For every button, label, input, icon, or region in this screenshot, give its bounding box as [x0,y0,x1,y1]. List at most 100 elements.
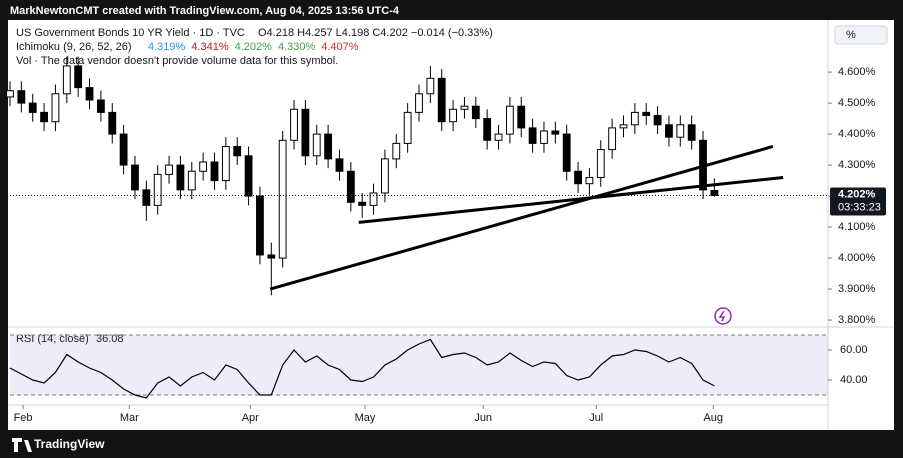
candle-body [369,192,378,206]
candle-body [267,254,276,259]
rsi-tick-label: 60.00 [840,344,868,356]
candle-body [426,77,435,95]
candle-body [460,105,469,110]
candle-body [210,161,219,182]
candle-body [142,189,151,206]
scale-button-label[interactable]: % [846,29,856,41]
candle-body [415,93,423,113]
candle-body [710,189,719,196]
candle-body [6,90,14,98]
brand: TradingView [34,437,105,451]
candle-body [687,124,696,141]
candle-body [540,130,548,144]
candle-body [131,164,139,191]
candle-body [494,133,503,141]
indicator-title: Ichimoku (9, 26, 52, 26) [16,41,132,53]
candle-body [471,105,480,120]
candle-body [608,127,617,151]
y-tick-label: 4.400% [838,128,876,140]
scale-button[interactable] [834,25,888,45]
candle-body [449,108,457,123]
candle-body [505,105,514,135]
candle-body [119,133,128,166]
rsi-title: RSI (14, close) [16,333,89,345]
brand-logo [12,438,32,452]
candle-body [653,114,662,126]
symbol-title: US Government Bonds 10 YR Yield · 1D · T… [16,27,245,39]
candle-body [346,170,355,203]
candle-body [403,111,412,144]
candle-body [619,124,628,129]
candle-body [108,111,117,135]
candle-body [630,111,639,126]
x-tick-label: May [355,412,376,424]
candle-body [199,161,208,172]
candle-body [437,77,446,123]
candle-body [642,111,651,116]
candle-body [517,105,526,129]
candle-body [165,164,173,175]
rsi-value: 36.08 [96,333,124,345]
y-tick-label: 4.100% [838,221,876,233]
indicator-value: 4.319% [148,41,186,53]
candle-body [381,158,389,194]
candle-body [483,118,492,141]
credit: MarkNewtonCMT created with TradingView.c… [10,5,400,17]
candle-body [256,195,264,256]
rsi-line [9,338,715,399]
y-tick-label: 4.300% [838,159,876,171]
x-tick-label: Jul [589,412,603,424]
trendline [358,175,784,224]
y-tick-label: 3.900% [838,283,876,295]
candle-body [676,124,685,138]
rsi-tick-label: 40.00 [840,374,868,386]
trendline [269,145,774,291]
candle-body [85,87,94,101]
candle-body [585,176,594,185]
candle-body [176,164,185,191]
indicator-value: 4.407% [321,41,359,53]
event-icon[interactable] [714,307,732,325]
x-tick-label: Aug [703,412,723,424]
x-tick-label: Feb [14,412,33,424]
candle-body [17,90,26,104]
candle-body [244,155,253,197]
candle-body [562,133,571,172]
candle-body [551,130,560,135]
candle-body [665,124,673,138]
candle-body [358,201,367,206]
candle-body [74,65,83,89]
candle-body [153,173,162,206]
rsi-band [10,334,828,396]
event-icon-bolt [718,310,726,322]
candle-body [528,127,537,144]
candle-body [221,145,230,182]
countdown: 03:33:23 [838,201,881,213]
candle-body [574,170,582,185]
indicator-value: 4.202% [235,41,273,53]
candle-body [301,108,310,157]
candle-body [233,145,242,157]
volume-note: Vol · The data vendor doesn't provide vo… [16,55,338,67]
candle-body [96,99,105,113]
candle-body [187,170,196,191]
candle-body [62,65,71,95]
indicator-value: 4.330% [278,41,316,53]
indicator-value: 4.341% [191,41,229,53]
ohlc-values: O4.218 H4.257 L4.198 C4.202 −0.014 (−0.3… [258,27,493,39]
candle-body [335,158,344,172]
candle-body [278,139,287,259]
chart-background [8,20,894,430]
candle-body [290,108,298,141]
x-tick-label: Apr [242,412,259,424]
last-price-tag [830,187,886,216]
candle-body [40,111,48,123]
y-tick-label: 3.800% [838,314,876,326]
candle-body [28,102,37,113]
candle-body [324,133,333,160]
candle-body [312,133,321,157]
y-tick-label: 4.000% [838,252,876,264]
x-tick-label: Jun [474,412,492,424]
candle-body [392,142,401,160]
